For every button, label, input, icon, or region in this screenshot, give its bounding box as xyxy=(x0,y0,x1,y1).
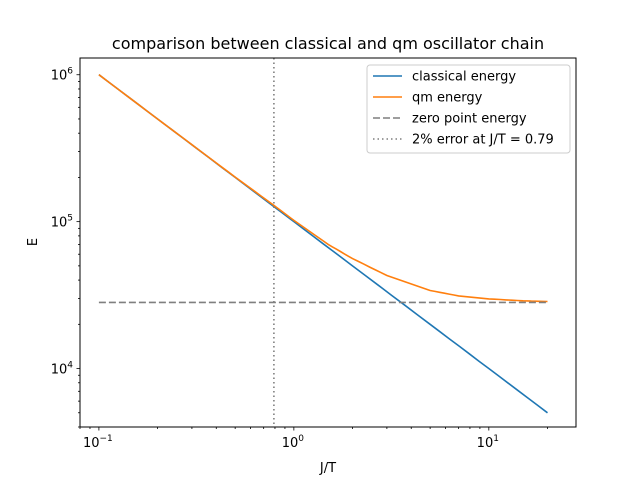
legend-label-0: classical energy xyxy=(412,70,516,85)
x-tick-label-0: 10−1 xyxy=(83,434,113,451)
chart-title: comparison between classical and qm osci… xyxy=(112,34,544,53)
series-line-1 xyxy=(98,74,548,303)
y-axis: 104 105 106 xyxy=(51,67,80,428)
y-axis-label: E xyxy=(26,238,41,246)
x-tick-label-1: 100 xyxy=(282,434,305,451)
x-axis-label: J/T xyxy=(319,461,336,476)
legend: classical energy qm energy zero point ener… xyxy=(366,64,571,154)
y-tick-label-2: 106 xyxy=(51,67,74,84)
x-tick-label-2: 101 xyxy=(477,434,499,451)
y-tick-label-1: 105 xyxy=(51,214,73,231)
plot-frame xyxy=(79,57,577,428)
legend-label-2: zero point energy xyxy=(412,112,527,127)
series-layer xyxy=(98,74,548,414)
legend-box xyxy=(366,64,571,154)
legend-items: classical energy qm energy zero point ener… xyxy=(373,70,554,148)
legend-label-3: 2% error at J/T = 0.79 xyxy=(412,133,554,148)
legend-label-1: qm energy xyxy=(412,91,483,106)
x-axis: 10−1 100 101 xyxy=(79,427,548,451)
y-tick-label-0: 104 xyxy=(51,361,74,378)
